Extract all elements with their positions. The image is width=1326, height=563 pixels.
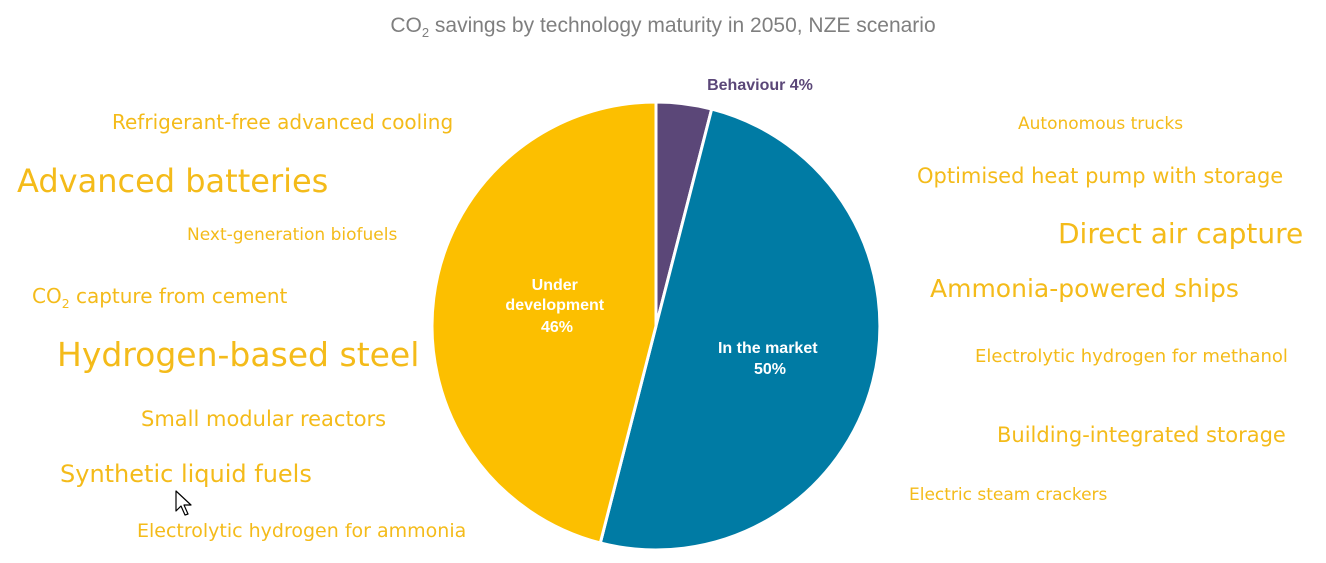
tech-electrolytic-hydrogen-methanol: Electrolytic hydrogen for methanol: [975, 346, 1288, 367]
tech-advanced-batteries: Advanced batteries: [17, 162, 329, 200]
tech-ammonia-powered-ships: Ammonia-powered ships: [930, 274, 1239, 303]
tech-small-modular-reactors: Small modular reactors: [141, 407, 387, 431]
tech-autonomous-trucks: Autonomous trucks: [1018, 114, 1184, 134]
tech-optimised-heat-pump: Optimised heat pump with storage: [917, 164, 1284, 188]
tech-next-generation-biofuels: Next-generation biofuels: [187, 225, 398, 245]
tech-co2-capture-cement: CO2 capture from cement: [32, 284, 288, 311]
tech-electric-steam-crackers: Electric steam crackers: [909, 485, 1108, 505]
in-the-market-label: In the market 50%: [718, 340, 822, 378]
behaviour-label: Behaviour 4%: [707, 77, 813, 94]
tech-electrolytic-hydrogen-ammonia: Electrolytic hydrogen for ammonia: [137, 520, 467, 542]
tech-building-integrated-storage: Building-integrated storage: [997, 423, 1286, 447]
tech-hydrogen-based-steel: Hydrogen-based steel: [57, 335, 420, 374]
tech-refrigerant-free-cooling: Refrigerant-free advanced cooling: [112, 110, 454, 134]
chart-title: CO2 savings by technology maturity in 20…: [390, 14, 936, 41]
under-development-label: Under development 46%: [505, 277, 608, 336]
pie-slice-in-the-market: [598, 107, 882, 552]
pie-slice-under-development: [430, 100, 658, 545]
tech-synthetic-liquid-fuels: Synthetic liquid fuels: [60, 460, 312, 488]
mouse-cursor-icon: [175, 490, 192, 516]
tech-direct-air-capture: Direct air capture: [1058, 217, 1304, 250]
